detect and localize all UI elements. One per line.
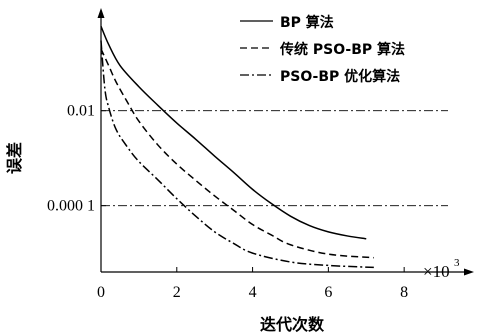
x-tick-label: 8 [400, 284, 408, 301]
legend-label: BP 算法 [280, 14, 334, 31]
reference-lines [101, 110, 448, 207]
x-unit-exponent: 3 [454, 257, 460, 269]
x-tick-label: 0 [97, 284, 105, 301]
y-axis-arrow-icon [97, 8, 105, 18]
y-axis-ticks: 0.01 0.000 1 [47, 103, 106, 215]
series-line-3 [100, 40, 374, 269]
x-axis-arrow-icon [464, 268, 474, 276]
legend-item: BP 算法 [240, 14, 334, 31]
x-axis-title: 迭代次数 [260, 315, 325, 333]
legend-label: 传统 PSO-BP 算法 [279, 41, 405, 58]
y-tick-label: 0.000 1 [47, 198, 95, 215]
y-tick-label: 0.01 [67, 103, 95, 120]
legend-label: PSO-BP 优化算法 [280, 68, 400, 85]
x-tick-label: 6 [324, 284, 332, 301]
legend: BP 算法 传统 PSO-BP 算法 PSO-BP 优化算法 [240, 14, 405, 85]
series-lines [100, 26, 374, 269]
x-tick-label: 2 [173, 284, 181, 301]
x-tick-label: 4 [249, 284, 257, 301]
series-line-1 [100, 26, 367, 240]
legend-item: PSO-BP 优化算法 [240, 68, 400, 85]
x-unit-label: ×10 [423, 262, 450, 281]
x-axis-ticks: 0 2 4 6 8 [97, 267, 408, 301]
y-axis-title: 误差 [5, 142, 24, 174]
legend-item: 传统 PSO-BP 算法 [240, 41, 405, 58]
